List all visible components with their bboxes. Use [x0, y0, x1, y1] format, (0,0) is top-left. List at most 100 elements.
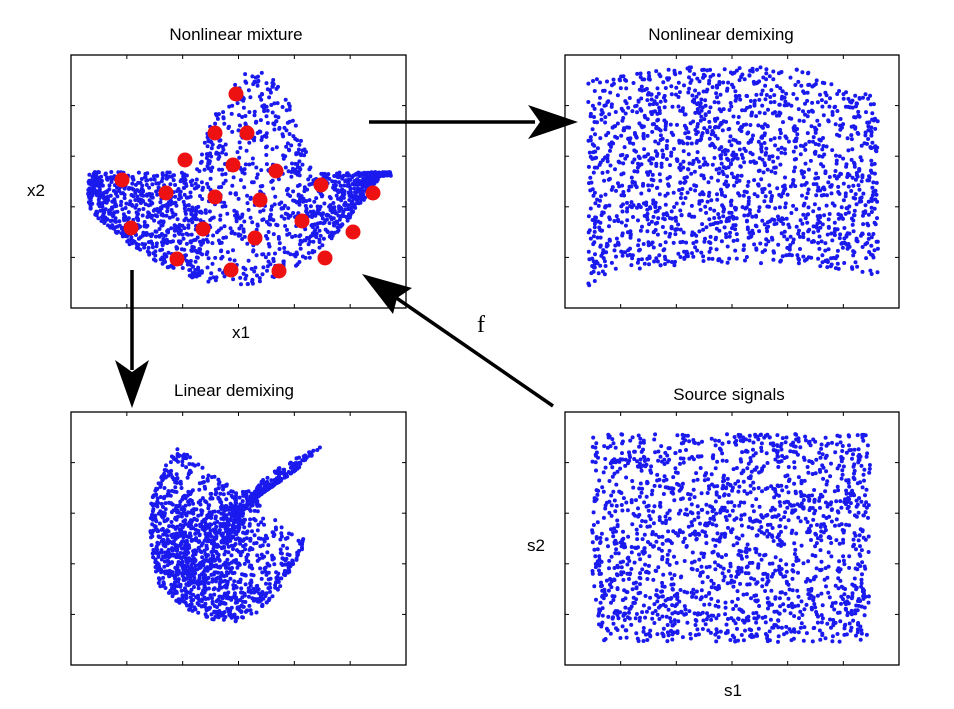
- scatter-point: [650, 492, 654, 496]
- scatter-point: [778, 136, 782, 140]
- scatter-point: [182, 200, 186, 204]
- scatter-point: [294, 168, 298, 172]
- scatter-point: [650, 184, 654, 188]
- scatter-point: [598, 81, 602, 85]
- scatter-point: [785, 246, 789, 250]
- scatter-point: [859, 500, 863, 504]
- scatter-point: [734, 575, 738, 579]
- scatter-point: [350, 209, 354, 213]
- scatter-point: [736, 157, 740, 161]
- scatter-point: [189, 195, 193, 199]
- scatter-point: [593, 219, 597, 223]
- scatter-point: [669, 620, 673, 624]
- scatter-point: [191, 214, 195, 218]
- scatter-point: [301, 163, 305, 167]
- scatter-point: [661, 594, 665, 598]
- scatter-point: [194, 217, 198, 221]
- scatter-point: [650, 92, 654, 96]
- scatter-point: [626, 556, 630, 560]
- scatter-point: [820, 613, 824, 617]
- scatter-point: [265, 114, 269, 118]
- scatter-point: [754, 582, 758, 586]
- scatter-point: [662, 458, 666, 462]
- scatter-point: [704, 211, 708, 215]
- scatter-point: [672, 147, 676, 151]
- scatter-point: [648, 170, 652, 174]
- scatter-point: [851, 619, 855, 623]
- scatter-point: [645, 480, 649, 484]
- scatter-point: [658, 179, 662, 183]
- scatter-point: [648, 468, 652, 472]
- scatter-point: [708, 207, 712, 211]
- scatter-point: [854, 547, 858, 551]
- scatter-point: [243, 80, 247, 84]
- scatter-point: [222, 201, 226, 205]
- scatter-point: [822, 186, 826, 190]
- scatter-point: [771, 572, 775, 576]
- scatter-point: [709, 247, 713, 251]
- scatter-point: [708, 517, 712, 521]
- scatter-point: [242, 220, 246, 224]
- scatter-point: [188, 268, 192, 272]
- scatter-point: [629, 607, 633, 611]
- scatter-point: [152, 209, 156, 213]
- scatter-point: [790, 568, 794, 572]
- scatter-point: [707, 591, 711, 595]
- scatter-point: [599, 584, 603, 588]
- scatter-point: [657, 617, 661, 621]
- scatter-point: [677, 81, 681, 85]
- scatter-point: [598, 536, 602, 540]
- scatter-point: [742, 480, 746, 484]
- scatter-point: [849, 133, 853, 137]
- scatter-point: [742, 194, 746, 198]
- scatter-point: [763, 111, 767, 115]
- scatter-point: [247, 259, 251, 263]
- scatter-point: [255, 253, 259, 257]
- scatter-point: [599, 194, 603, 198]
- scatter-point: [216, 117, 220, 121]
- scatter-point: [618, 636, 622, 640]
- scatter-point: [259, 118, 263, 122]
- scatter-point: [764, 153, 768, 157]
- scatter-point: [750, 137, 754, 141]
- scatter-point: [749, 490, 753, 494]
- scatter-point: [740, 570, 744, 574]
- scatter-point: [775, 84, 779, 88]
- scatter-point: [734, 443, 738, 447]
- scatter-point: [778, 596, 782, 600]
- scatter-point: [766, 461, 770, 465]
- scatter-point: [703, 98, 707, 102]
- scatter-point: [689, 172, 693, 176]
- scatter-point: [749, 484, 753, 488]
- scatter-point: [812, 135, 816, 139]
- scatter-point: [817, 247, 821, 251]
- scatter-point: [731, 223, 735, 227]
- scatter-point: [845, 492, 849, 496]
- scatter-point: [716, 179, 720, 183]
- scatter-point: [810, 607, 814, 611]
- scatter-point: [268, 245, 272, 249]
- scatter-point: [734, 208, 738, 212]
- scatter-point: [851, 544, 855, 548]
- scatter-point: [810, 240, 814, 244]
- scatter-point: [206, 144, 210, 148]
- scatter-point: [237, 197, 241, 201]
- scatter-point: [754, 224, 758, 228]
- scatter-point: [707, 487, 711, 491]
- scatter-point: [723, 612, 727, 616]
- scatter-point: [335, 221, 339, 225]
- scatter-point: [588, 151, 592, 155]
- scatter-point: [794, 532, 798, 536]
- scatter-point: [760, 150, 764, 154]
- scatter-point: [812, 488, 816, 492]
- scatter-point: [337, 175, 341, 179]
- scatter-point: [200, 153, 204, 157]
- scatter-point: [816, 241, 820, 245]
- scatter-point: [797, 475, 801, 479]
- scatter-point: [698, 574, 702, 578]
- scatter-point: [787, 465, 791, 469]
- scatter-point: [628, 439, 632, 443]
- scatter-point: [642, 77, 646, 81]
- scatter-point: [608, 91, 612, 95]
- scatter-point: [647, 262, 651, 266]
